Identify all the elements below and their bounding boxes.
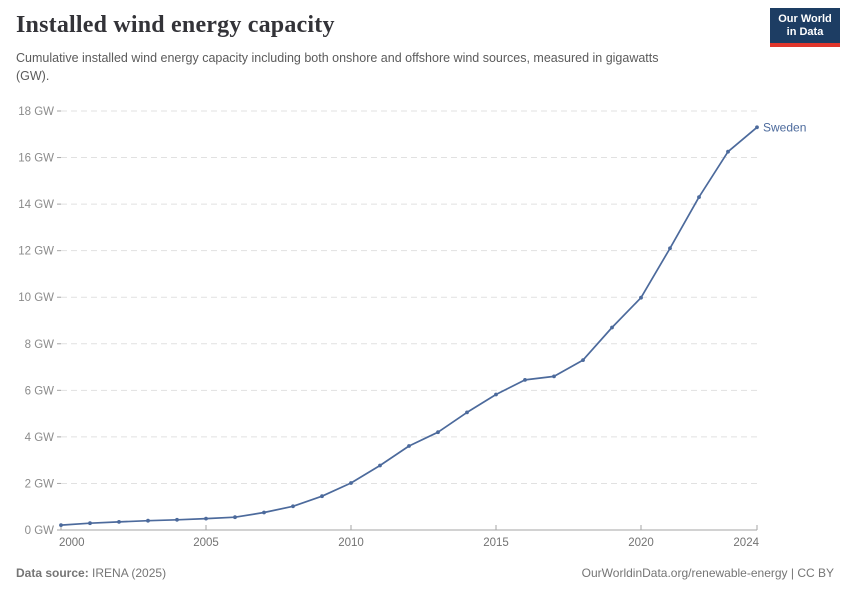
- data-point[interactable]: [378, 463, 382, 468]
- data-point[interactable]: [204, 516, 208, 521]
- data-point[interactable]: [552, 374, 556, 379]
- data-point[interactable]: [262, 510, 266, 515]
- x-axis-label: 2000: [59, 537, 85, 549]
- data-point[interactable]: [117, 520, 121, 524]
- footer-link[interactable]: OurWorldinData.org/renewable-energy | CC…: [581, 566, 834, 580]
- y-axis-label: 4 GW: [25, 432, 55, 444]
- data-point[interactable]: [291, 504, 295, 509]
- data-point[interactable]: [88, 521, 92, 526]
- data-point[interactable]: [494, 392, 498, 397]
- chart-subtitle: Cumulative installed wind energy capacit…: [16, 51, 659, 84]
- y-axis-label: 6 GW: [25, 385, 55, 397]
- data-point[interactable]: [436, 430, 440, 435]
- data-source-label: Data source:: [16, 566, 89, 580]
- data-point[interactable]: [146, 518, 150, 523]
- data-point[interactable]: [755, 125, 759, 130]
- data-point[interactable]: [175, 517, 179, 522]
- y-axis-label: 0 GW: [25, 525, 55, 537]
- x-axis-label: 2024: [733, 537, 759, 549]
- data-point[interactable]: [523, 378, 527, 382]
- series-line-sweden: [60, 126, 758, 526]
- x-axis-label: 2015: [483, 537, 509, 549]
- data-point[interactable]: [233, 515, 237, 520]
- data-point[interactable]: [407, 444, 411, 448]
- data-point[interactable]: [610, 325, 614, 330]
- data-point[interactable]: [726, 149, 730, 154]
- owid-logo-line1: Our World: [778, 13, 832, 25]
- y-axis-label: 14 GW: [18, 199, 54, 211]
- data-point[interactable]: [697, 195, 701, 199]
- y-axis-label: 10 GW: [18, 292, 54, 304]
- data-point[interactable]: [349, 481, 353, 485]
- y-axis-label: 16 GW: [18, 153, 54, 165]
- chart-header: Installed wind energy capacity Cumulativ…: [16, 12, 750, 85]
- data-point[interactable]: [581, 358, 585, 362]
- y-axis-label: 8 GW: [25, 339, 55, 351]
- x-axis-label: 2005: [193, 537, 219, 549]
- chart-footer: Data source: IRENA (2025) OurWorldinData…: [16, 566, 834, 588]
- x-axis-label: 2010: [338, 537, 364, 549]
- owid-logo-line2: in Data: [786, 26, 824, 38]
- chart-area[interactable]: 0 GW 2 GW 4 GW 6 GW 8 GW 10 GW 12 GW 14 GW 16 GW…: [0, 95, 850, 565]
- series-end-label[interactable]: Sweden: [763, 120, 806, 134]
- x-axis-label: 2020: [628, 537, 654, 549]
- y-axis-label: 12 GW: [18, 246, 54, 258]
- page-title: Installed wind energy capacity: [16, 12, 335, 38]
- data-point[interactable]: [320, 494, 324, 499]
- y-axis-label: 18 GW: [18, 106, 54, 118]
- data-source: Data source: IRENA (2025): [16, 566, 166, 588]
- line-chart[interactable]: 0 GW 2 GW 4 GW 6 GW 8 GW 10 GW 12 GW 14 GW 16 GW…: [0, 95, 850, 565]
- data-point[interactable]: [59, 523, 63, 527]
- data-point[interactable]: [668, 246, 672, 251]
- data-point[interactable]: [639, 295, 643, 300]
- data-source-value: IRENA (2025): [88, 566, 167, 580]
- data-point[interactable]: [465, 410, 469, 415]
- y-axis-label: 2 GW: [25, 478, 55, 490]
- owid-logo[interactable]: Our World in Data: [770, 8, 840, 47]
